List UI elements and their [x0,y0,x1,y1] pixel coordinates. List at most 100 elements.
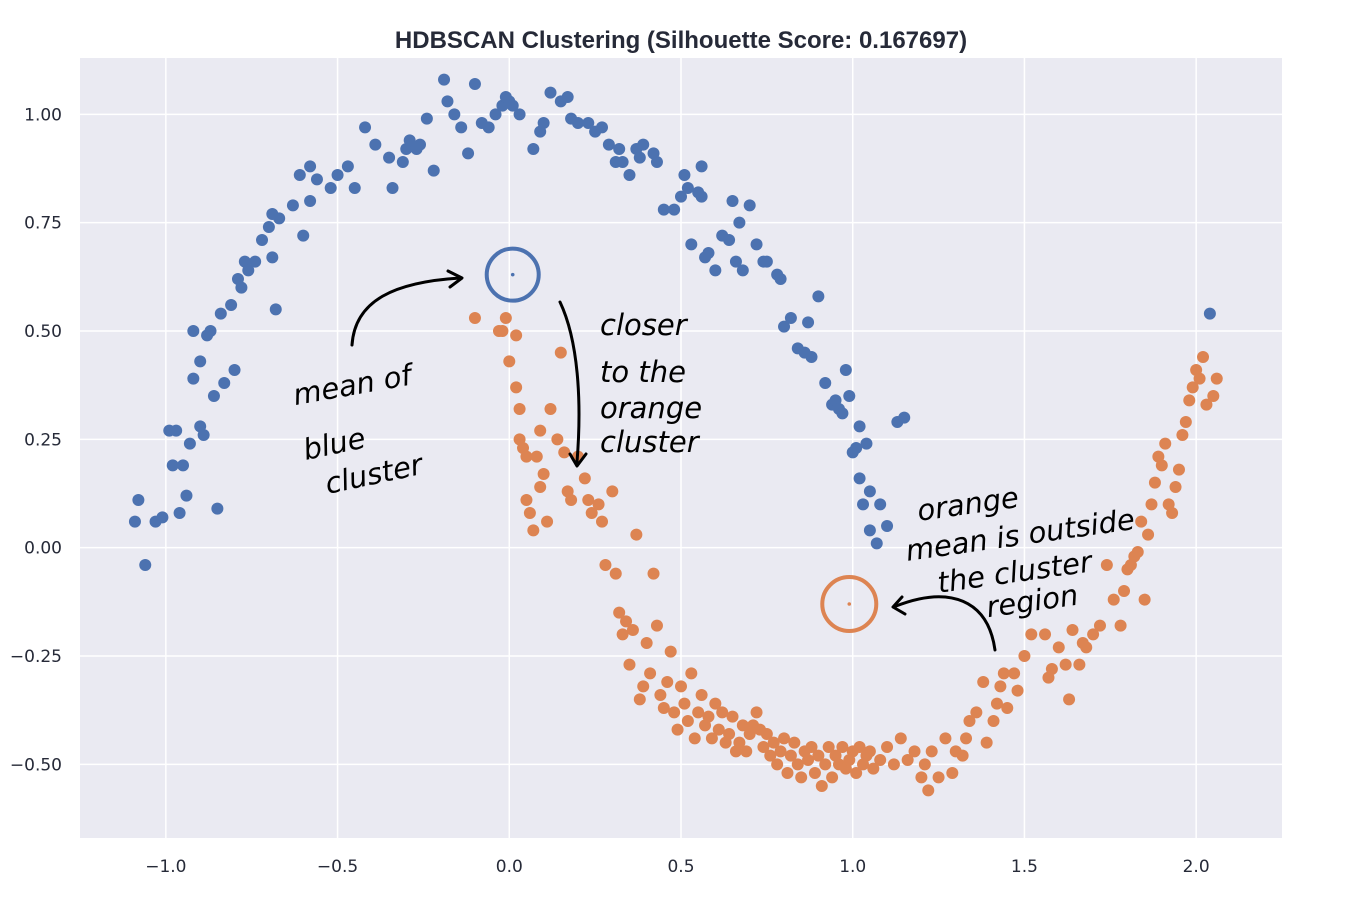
data-point [513,403,526,415]
data-point [256,234,269,246]
data-point [977,676,990,688]
data-point [808,767,821,779]
data-point [403,134,416,147]
data-point [647,567,660,580]
data-point [1073,658,1086,671]
data-point [183,437,196,450]
data-point [386,182,399,194]
data-point [671,723,684,736]
y-tick-label: 1.00 [24,105,62,125]
data-point [939,732,952,745]
data-point [194,355,207,368]
y-tick-label: 0.00 [24,539,62,559]
data-point [286,199,299,212]
annotation-arrows [350,269,997,652]
data-point [441,95,454,108]
data-point [1210,372,1223,385]
data-point [558,446,571,459]
data-point [1114,619,1127,632]
data-point [1131,546,1144,558]
data-point [496,325,509,337]
annotation-line: closer [600,308,689,342]
data-point [695,689,708,701]
data-point [578,472,591,485]
annotation-closer-to-orange: closer to the orange cluster [600,308,702,459]
data-point [1008,667,1021,680]
data-point [225,299,238,311]
data-point [1052,641,1065,654]
data-point [448,108,461,121]
x-tick-label: 0.5 [667,857,694,877]
data-point [668,706,681,719]
data-point [853,472,866,485]
data-point [482,121,495,134]
data-point [760,255,773,268]
data-point [681,182,694,194]
data-point [812,290,825,303]
data-point [534,424,547,437]
data-point [324,182,337,194]
data-point [537,468,550,480]
data-point [530,450,543,463]
data-point [1018,650,1031,662]
y-tick-labels: 1.00 0.75 0.50 0.25 0.00 −0.25 −0.50 [10,105,62,775]
data-point [620,615,633,628]
data-point [348,182,361,194]
data-point [757,741,770,753]
data-point [187,325,200,337]
arrow-head-blue-mean [446,269,464,289]
data-point [1100,559,1113,571]
data-point [197,429,210,441]
data-point [819,758,832,771]
data-point [850,767,863,779]
data-point [341,160,354,173]
data-point [616,628,629,641]
data-point [644,667,657,680]
data-point [396,156,409,168]
data-point [438,73,451,86]
x-tick-label: −1.0 [145,857,186,877]
data-point [695,160,708,173]
data-point [211,502,224,515]
data-point [678,169,691,181]
data-point [709,697,722,710]
y-tick-label: 0.50 [24,322,62,342]
data-point [870,537,883,550]
data-point [736,264,749,277]
data-point [774,273,787,285]
data-point [166,459,179,472]
data-point [778,320,791,333]
data-point [946,767,959,779]
data-point [1025,628,1038,641]
data-point [630,528,643,541]
data-point [455,121,468,134]
data-point [881,520,894,532]
data-point [661,676,674,688]
data-point [822,741,835,753]
annotation-line: cluster [600,425,701,459]
data-point [523,507,536,519]
data-point [681,715,694,727]
annotation-line: to the [600,355,686,389]
data-point [1045,663,1058,675]
data-point [657,702,670,714]
data-point [723,234,736,246]
data-point [613,606,626,619]
data-point [764,749,777,762]
data-point [826,771,839,784]
data-point [812,749,825,762]
data-point [1080,641,1093,654]
data-point [170,424,183,437]
data-point [633,151,646,164]
data-point [795,771,808,784]
data-point [1142,528,1155,541]
data-point [1169,481,1182,493]
data-point [997,667,1010,680]
data-point [743,199,756,212]
data-point [675,680,687,693]
data-point [468,78,481,90]
data-point [867,762,880,775]
data-point [596,121,609,134]
data-point [740,745,753,758]
data-point [554,346,567,359]
